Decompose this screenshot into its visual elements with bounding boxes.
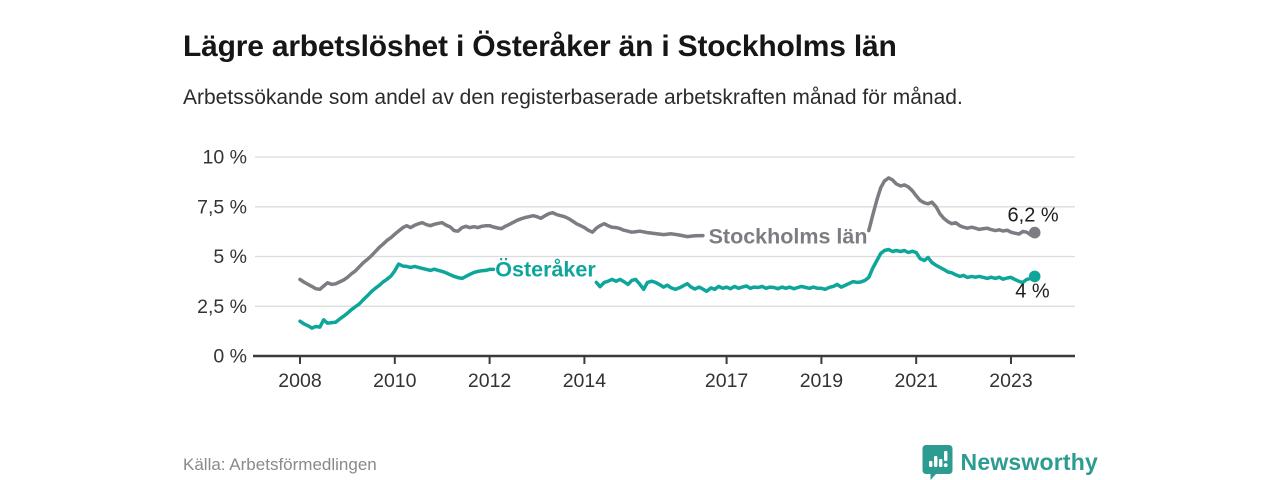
y-tick-label: 2,5 % bbox=[197, 296, 247, 318]
y-tick-label: 10 % bbox=[203, 147, 247, 169]
bar-chart-speech-bubble-icon bbox=[922, 445, 953, 480]
newsworthy-wordmark: Newsworthy bbox=[960, 448, 1098, 475]
end-dot--ster-ker bbox=[1028, 270, 1041, 283]
end-value-label-stockholms-l-n: 6,2 % bbox=[1008, 205, 1059, 227]
series-line-stockholms-l-n bbox=[867, 176, 1037, 237]
x-tick-label: 2019 bbox=[800, 370, 843, 392]
x-tick-label: 2012 bbox=[468, 370, 511, 392]
newsworthy-logo: Newsworthy bbox=[922, 444, 1098, 480]
chart-title: Lägre arbetslöshet i Österåker än i Stoc… bbox=[183, 30, 897, 64]
series-line-stockholms-l-n bbox=[298, 210, 705, 292]
series-label-stockholms-l-n: Stockholms län bbox=[709, 225, 868, 249]
series-label--ster-ker: Österåker bbox=[495, 256, 596, 281]
x-tick-label: 2014 bbox=[563, 370, 607, 392]
series-line--ster-ker bbox=[298, 262, 496, 330]
chart-subtitle: Arbetssökande som andel av den registerb… bbox=[183, 86, 963, 109]
source-note: Källa: Arbetsförmedlingen bbox=[183, 455, 377, 474]
x-tick-label: 2023 bbox=[989, 370, 1032, 392]
y-tick-label: 0 % bbox=[213, 346, 247, 368]
series-line--ster-ker bbox=[594, 247, 1037, 294]
end-dot-stockholms-l-n bbox=[1028, 226, 1041, 239]
x-tick-label: 2021 bbox=[895, 370, 938, 392]
y-tick-label: 7,5 % bbox=[197, 196, 247, 218]
x-tick-label: 2008 bbox=[278, 370, 321, 392]
x-tick-label: 2017 bbox=[705, 370, 748, 392]
x-tick-label: 2010 bbox=[373, 370, 417, 392]
y-tick-label: 5 % bbox=[213, 246, 247, 268]
end-value-label--ster-ker: 4 % bbox=[1015, 280, 1050, 302]
